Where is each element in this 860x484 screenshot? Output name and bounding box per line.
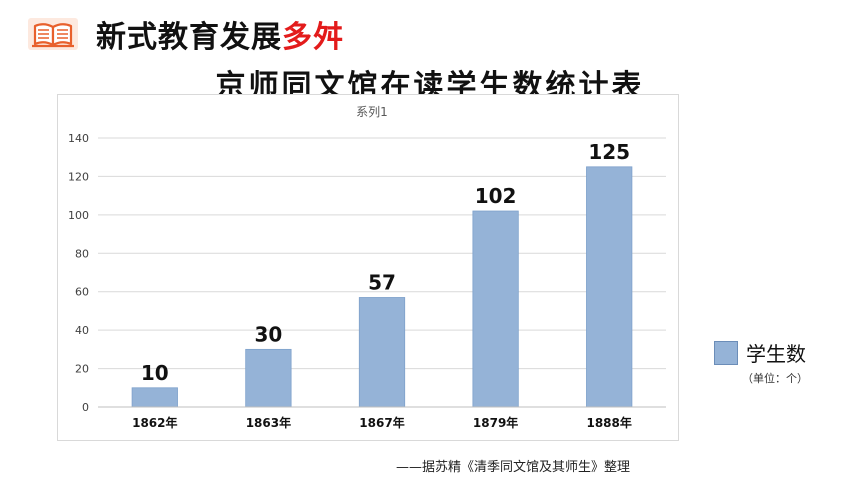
header-title: 新式教育发展多舛 — [96, 12, 344, 56]
y-tick-label: 40 — [75, 324, 89, 337]
y-tick-label: 0 — [82, 401, 89, 414]
legend-label: 学生数 — [746, 342, 806, 366]
y-tick-label: 60 — [75, 286, 89, 299]
data-label: 102 — [475, 184, 517, 208]
x-tick-label: 1879年 — [473, 415, 518, 430]
bar — [131, 387, 178, 408]
bar — [472, 210, 519, 408]
y-tick-label: 20 — [75, 363, 89, 376]
bar — [245, 348, 292, 408]
x-tick-label: 1888年 — [586, 415, 631, 430]
book-icon — [28, 18, 78, 50]
legend-swatch — [714, 341, 738, 365]
data-label: 57 — [368, 270, 396, 294]
chart-frame: 系列1 0 20 40 60 80 100 120 140 10 1862年 30 1863年 57 186… — [57, 94, 679, 441]
data-label: 30 — [254, 322, 282, 346]
y-tick-label: 80 — [75, 247, 89, 260]
y-tick-label: 120 — [68, 170, 89, 183]
x-tick-label: 1862年 — [132, 415, 177, 430]
header-title-accent: 多舛 — [282, 20, 344, 55]
bar-chart: 系列1 0 20 40 60 80 100 120 140 10 1862年 30 1863年 57 186… — [68, 105, 666, 430]
x-tick-label: 1867年 — [359, 415, 404, 430]
source-note: ——据苏精《清季同文馆及其师生》整理 — [396, 460, 631, 475]
bar — [586, 166, 633, 408]
chart-title: 系列1 — [356, 105, 388, 119]
data-label: 10 — [141, 361, 169, 385]
legend-unit-note: （单位：个） — [742, 372, 808, 385]
y-tick-label: 140 — [68, 132, 89, 145]
header-title-main: 新式教育发展 — [96, 20, 282, 55]
y-tick-label: 100 — [68, 209, 89, 222]
bar — [358, 297, 406, 408]
x-tick-label: 1863年 — [246, 415, 291, 430]
data-label: 125 — [588, 140, 630, 164]
